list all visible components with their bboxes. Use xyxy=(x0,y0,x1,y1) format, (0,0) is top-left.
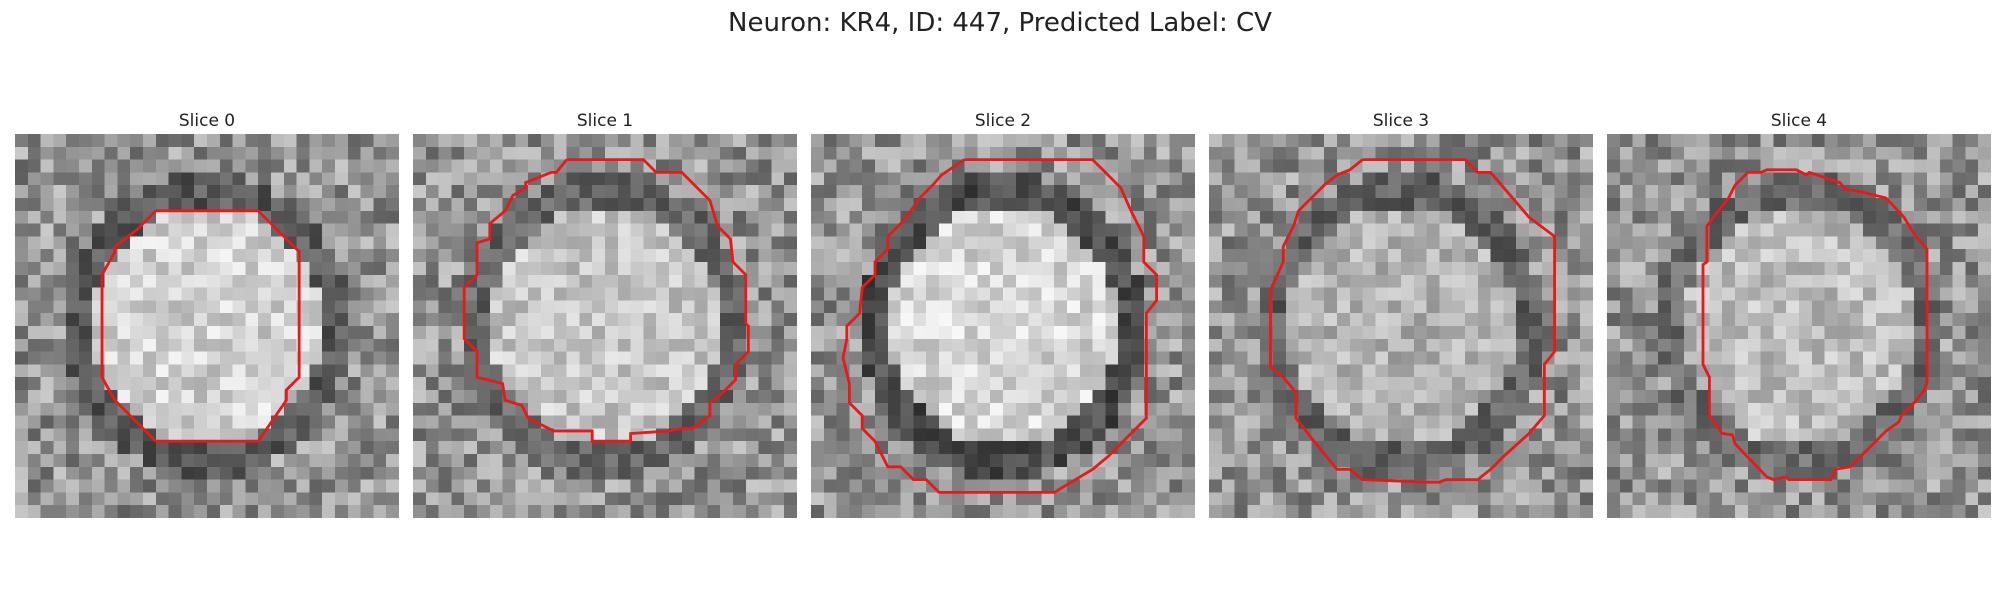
contour-line xyxy=(1269,158,1557,484)
slice-image xyxy=(1209,134,1593,518)
slice-panel-1: Slice 1 xyxy=(413,110,797,518)
contour-line xyxy=(841,158,1159,494)
slice-panel-2: Slice 2 xyxy=(811,110,1195,518)
slice-title: Slice 0 xyxy=(178,111,236,131)
cell-contour xyxy=(100,209,301,443)
figure-title: Neuron: KR4, ID: 447, Predicted Label: C… xyxy=(728,8,1272,38)
contour-line xyxy=(462,158,750,443)
slice-panel-3: Slice 3 xyxy=(1209,110,1593,518)
slice-panel-0: Slice 0 xyxy=(15,110,399,518)
contour-line xyxy=(1701,168,1929,482)
cell-contour xyxy=(841,158,1159,494)
slice-title: Slice 2 xyxy=(974,111,1032,131)
cell-contour xyxy=(1701,168,1929,482)
slice-image xyxy=(811,134,1195,518)
contour-line xyxy=(100,209,301,443)
slice-image xyxy=(15,134,399,518)
slice-title: Slice 3 xyxy=(1372,111,1430,131)
slice-image xyxy=(413,134,797,518)
cell-contour xyxy=(1269,158,1557,484)
slice-title: Slice 1 xyxy=(576,111,634,131)
slice-title: Slice 4 xyxy=(1770,111,1828,131)
slice-panel-4: Slice 4 xyxy=(1607,110,1991,518)
cell-contour xyxy=(462,158,750,443)
